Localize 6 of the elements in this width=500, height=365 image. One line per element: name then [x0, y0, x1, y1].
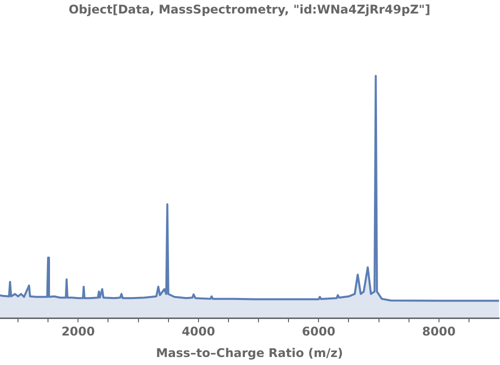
x-tick-label: 2000 — [61, 324, 95, 339]
x-axis-title: Mass–to–Charge Ratio (m/z) — [156, 346, 344, 360]
x-tick-label: 6000 — [302, 324, 336, 339]
x-tick-label: 8000 — [422, 324, 456, 339]
x-tick-label: 4000 — [182, 324, 216, 339]
chart-title: Object[Data, MassSpectrometry, "id:WNa4ZjRr49pZ"] — [68, 2, 430, 16]
